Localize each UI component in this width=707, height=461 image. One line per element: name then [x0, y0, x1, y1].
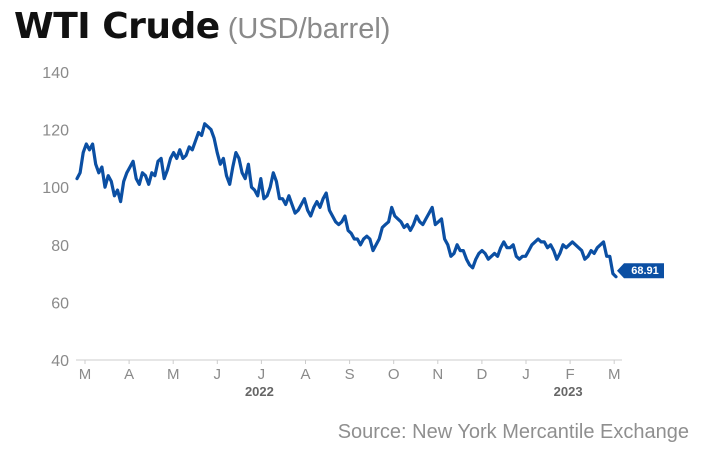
source-note: Source: New York Mercantile Exchange [337, 421, 689, 443]
end-value-label: 68.91 [631, 265, 659, 277]
x-tick-label: A [124, 366, 134, 383]
y-tick-label: 120 [42, 123, 69, 140]
chart-title: WTI Crude [14, 6, 220, 47]
y-tick-label: 60 [51, 295, 69, 312]
y-tick-label: 100 [42, 180, 69, 197]
y-tick-label: 140 [42, 65, 69, 82]
x-tick-label: M [79, 366, 92, 383]
x-tick-label: A [300, 366, 310, 383]
x-tick-label: M [608, 366, 621, 383]
chart-subtitle: (USD/barrel) [227, 13, 391, 45]
year-label: 2023 [554, 384, 583, 399]
price-line [75, 122, 618, 279]
x-tick-label: S [345, 366, 355, 383]
y-tick-label: 80 [51, 238, 69, 255]
x-tick-label: D [476, 366, 487, 383]
x-tick-label: J [258, 366, 266, 383]
x-tick-label: O [388, 366, 400, 383]
x-tick-label: J [214, 366, 222, 383]
line-chart: 40 60 80 100 120 140 M A M J J A S O N D J F M 2022 2023 68.9… [42, 65, 664, 399]
x-tick-label: N [432, 366, 443, 383]
year-label: 2022 [245, 384, 274, 399]
y-tick-label: 40 [51, 353, 69, 370]
x-tick-label: F [566, 366, 575, 383]
x-tick-label: M [167, 366, 180, 383]
chart-header: WTI Crude (USD/barrel) [14, 6, 390, 47]
end-value-flag [617, 263, 664, 279]
x-tick-label: J [522, 366, 530, 383]
